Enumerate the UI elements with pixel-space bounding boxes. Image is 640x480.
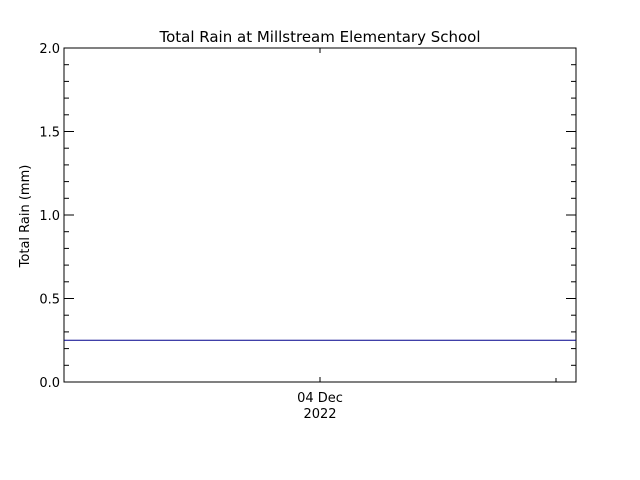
plot-frame xyxy=(63,47,577,383)
y-tick-label: 1.5 xyxy=(39,126,60,141)
y-tick-label: 2.0 xyxy=(39,42,60,57)
y-axis: 0.0 0.5 1.0 1.5 2.0 xyxy=(39,42,576,391)
y-tick-label: 0.0 xyxy=(39,376,60,391)
y-tick-label: 1.0 xyxy=(39,209,60,224)
y-axis-label: Total Rain (mm) xyxy=(18,165,33,269)
chart-title: Total Rain at Millstream Elementary Scho… xyxy=(158,28,480,46)
y-tick-label: 0.5 xyxy=(39,293,60,308)
x-tick-label-year: 2022 xyxy=(303,407,336,422)
x-tick-label-date: 04 Dec xyxy=(297,391,343,406)
